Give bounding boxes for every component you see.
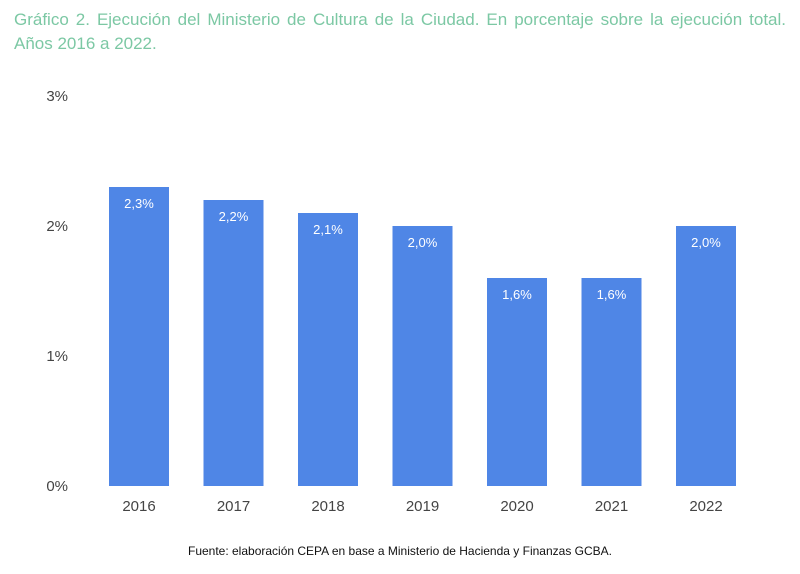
- x-tick-label: 2020: [500, 498, 533, 515]
- data-label-2022: 2,0%: [691, 235, 721, 250]
- y-tick-label: 2%: [46, 218, 68, 235]
- x-tick-label: 2017: [217, 498, 250, 515]
- bar-2022: [676, 226, 736, 486]
- bars: 2,3% 2,2% 2,1% 2,0% 1,6% 1,6% 2,0%: [109, 187, 736, 486]
- x-tick-label: 2021: [595, 498, 628, 515]
- bar-2019: [392, 226, 453, 486]
- bar-2018: [298, 213, 358, 486]
- data-label-2018: 2,1%: [313, 222, 343, 237]
- data-label-2021: 1,6%: [597, 287, 627, 302]
- data-label-2019: 2,0%: [408, 235, 438, 250]
- data-label-2016: 2,3%: [124, 196, 154, 211]
- y-tick-label: 1%: [46, 348, 68, 365]
- x-tick-label: 2016: [122, 498, 155, 515]
- x-tick-label: 2022: [689, 498, 722, 515]
- x-tick-label: 2019: [406, 498, 439, 515]
- x-tick-label: 2018: [311, 498, 344, 515]
- chart-title: Gráfico 2. Ejecución del Ministerio de C…: [14, 10, 786, 53]
- data-label-2017: 2,2%: [219, 209, 249, 224]
- y-axis: 0% 1% 2% 3%: [46, 88, 68, 495]
- bar-2021: [581, 278, 642, 486]
- bar-chart: 0% 1% 2% 3% 2,3% 2,2% 2,1% 2,0% 1,6% 1,6% 2,0% 20…: [46, 88, 736, 515]
- source-note: Fuente: elaboración CEPA en base a Minis…: [187, 544, 612, 558]
- y-tick-label: 3%: [46, 88, 68, 105]
- y-tick-label: 0%: [46, 478, 68, 495]
- x-axis: 2016 2017 2018 2019 2020 2021 2022: [122, 498, 722, 515]
- bar-2020: [487, 278, 547, 486]
- data-label-2020: 1,6%: [502, 287, 532, 302]
- bar-2017: [203, 200, 264, 486]
- bar-2016: [109, 187, 169, 486]
